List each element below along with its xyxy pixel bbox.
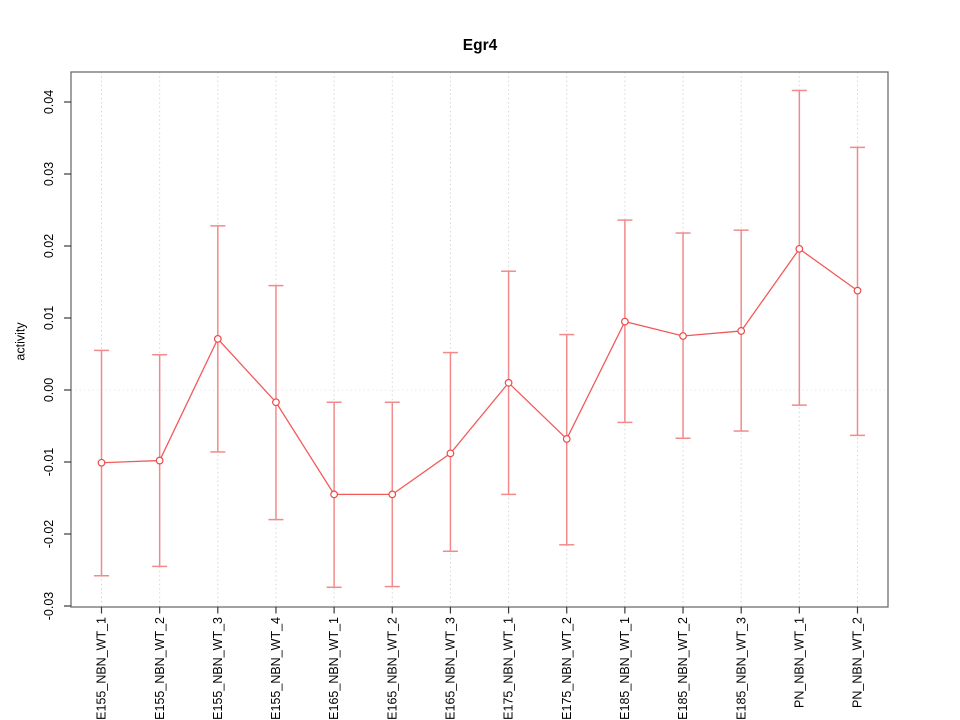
x-tick-label: E155_NBN_WT_4	[269, 617, 283, 720]
x-tick-label: E155_NBN_WT_2	[153, 617, 167, 720]
plot-border	[70, 71, 889, 608]
y-tick-label: -0.01	[42, 448, 56, 477]
x-tick-label: E165_NBN_WT_3	[444, 617, 458, 720]
data-point-marker	[504, 378, 513, 387]
y-tick-label: 0.03	[42, 162, 56, 186]
y-tick-label: -0.03	[42, 592, 56, 621]
data-point-marker	[737, 327, 746, 335]
data-point-marker	[155, 456, 164, 465]
x-tick-label: E185_NBN_WT_3	[734, 617, 748, 720]
y-tick-label: 0.00	[42, 378, 56, 402]
y-axis: 0.04 0.03 0.02 0.01 0.00 -0.01 -0.02 -0.03	[42, 90, 71, 620]
y-tick-label: 0.02	[42, 234, 56, 258]
x-tick-label: E155_NBN_WT_1	[95, 617, 109, 720]
data-point-marker	[679, 332, 687, 340]
data-point-marker	[620, 317, 629, 326]
data-point-marker	[97, 458, 106, 467]
x-axis: E155_NBN_WT_1 E155_NBN_WT_2 E155_NBN_WT_3 E…	[95, 607, 865, 720]
data-point-marker	[562, 435, 571, 443]
y-tick-label: 0.01	[42, 306, 56, 330]
chart-title: Egr4	[462, 37, 498, 54]
error-bars	[94, 89, 865, 589]
y-tick-label: -0.02	[42, 520, 56, 549]
x-tick-label: E155_NBN_WT_3	[211, 617, 225, 720]
data-point-marker	[330, 490, 339, 499]
series-line	[101, 247, 858, 496]
x-tick-label: PN_NBN_WT_1	[792, 617, 806, 708]
data-point-marker	[388, 490, 397, 499]
x-tick-label: E175_NBN_WT_1	[502, 617, 516, 720]
data-point-marker	[795, 244, 804, 253]
x-tick-label: E175_NBN_WT_2	[560, 617, 574, 720]
data-point-marker	[213, 334, 222, 343]
x-tick-label: E165_NBN_WT_2	[385, 617, 399, 720]
x-tick-label: E165_NBN_WT_1	[327, 617, 341, 720]
data-point-marker	[446, 449, 455, 458]
data-points	[97, 244, 862, 499]
x-tick-label: PN_NBN_WT_2	[851, 617, 865, 708]
y-tick-label: 0.04	[42, 90, 56, 114]
x-tick-label: E185_NBN_WT_2	[676, 617, 690, 720]
data-point-marker	[853, 286, 862, 295]
x-tick-label: E185_NBN_WT_1	[618, 617, 632, 720]
data-point-marker	[272, 398, 280, 407]
